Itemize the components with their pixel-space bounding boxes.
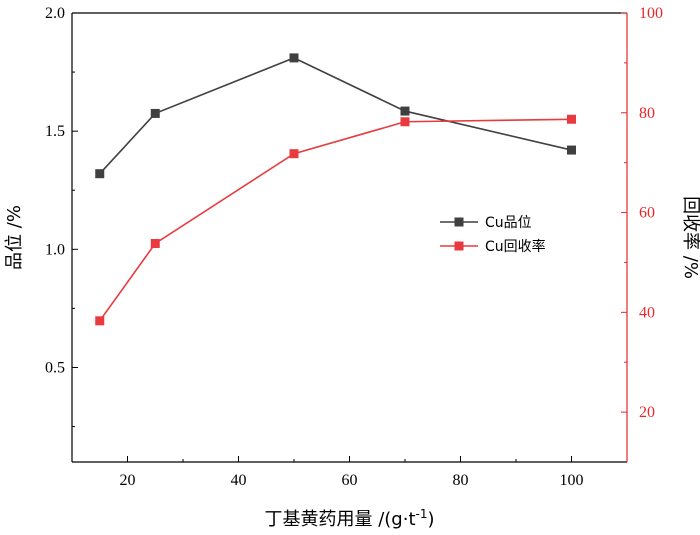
y-right-tick-label: 100 bbox=[639, 5, 663, 22]
y-left-tick-label: 1.5 bbox=[45, 123, 65, 140]
data-point-2 bbox=[289, 149, 299, 159]
data-point-2 bbox=[400, 117, 410, 127]
x-tick-label: 20 bbox=[120, 472, 136, 489]
y-left-tick-label: 2.0 bbox=[45, 5, 65, 22]
series-line-1 bbox=[99, 57, 572, 175]
x-axis-title: 丁基黄药用量 /(g·t-1) bbox=[264, 507, 434, 530]
x-tick-label: 60 bbox=[342, 472, 358, 489]
y-left-tick-label: 1.0 bbox=[45, 241, 65, 258]
data-point-1 bbox=[150, 108, 160, 118]
data-point-2 bbox=[150, 238, 160, 248]
y-right-tick-label: 40 bbox=[639, 304, 655, 321]
chart-ticks: 20 40 60 80 100 0.5 1.0 1.5 2.0 20 40 60 80 100 bbox=[45, 5, 663, 489]
y-right-tick-label: 20 bbox=[639, 404, 655, 421]
y-right-tick-label: 60 bbox=[639, 205, 655, 222]
data-point-2 bbox=[95, 316, 105, 326]
data-point-1 bbox=[567, 145, 576, 155]
legend-marker-1 bbox=[454, 217, 464, 227]
chart-series bbox=[95, 53, 576, 326]
data-point-2 bbox=[567, 114, 576, 124]
chart-legend: Cu品位 Cu回收率 bbox=[440, 215, 546, 255]
data-point-1 bbox=[289, 53, 299, 63]
legend-label-2: Cu回收率 bbox=[485, 238, 546, 255]
x-tick-label: 80 bbox=[453, 472, 469, 489]
y-left-axis-title: 品位 /% bbox=[4, 205, 25, 270]
x-tick-label: 100 bbox=[560, 472, 584, 489]
y-right-axis-title: 回收率 /% bbox=[680, 196, 700, 279]
data-point-1 bbox=[95, 169, 105, 179]
x-tick-label: 40 bbox=[231, 472, 247, 489]
legend-marker-2 bbox=[454, 241, 464, 251]
y-left-tick-label: 0.5 bbox=[45, 359, 65, 376]
chart-axes bbox=[71, 12, 628, 463]
data-point-1 bbox=[400, 106, 410, 116]
y-right-tick-label: 80 bbox=[639, 105, 655, 122]
legend-label-1: Cu品位 bbox=[485, 215, 532, 231]
